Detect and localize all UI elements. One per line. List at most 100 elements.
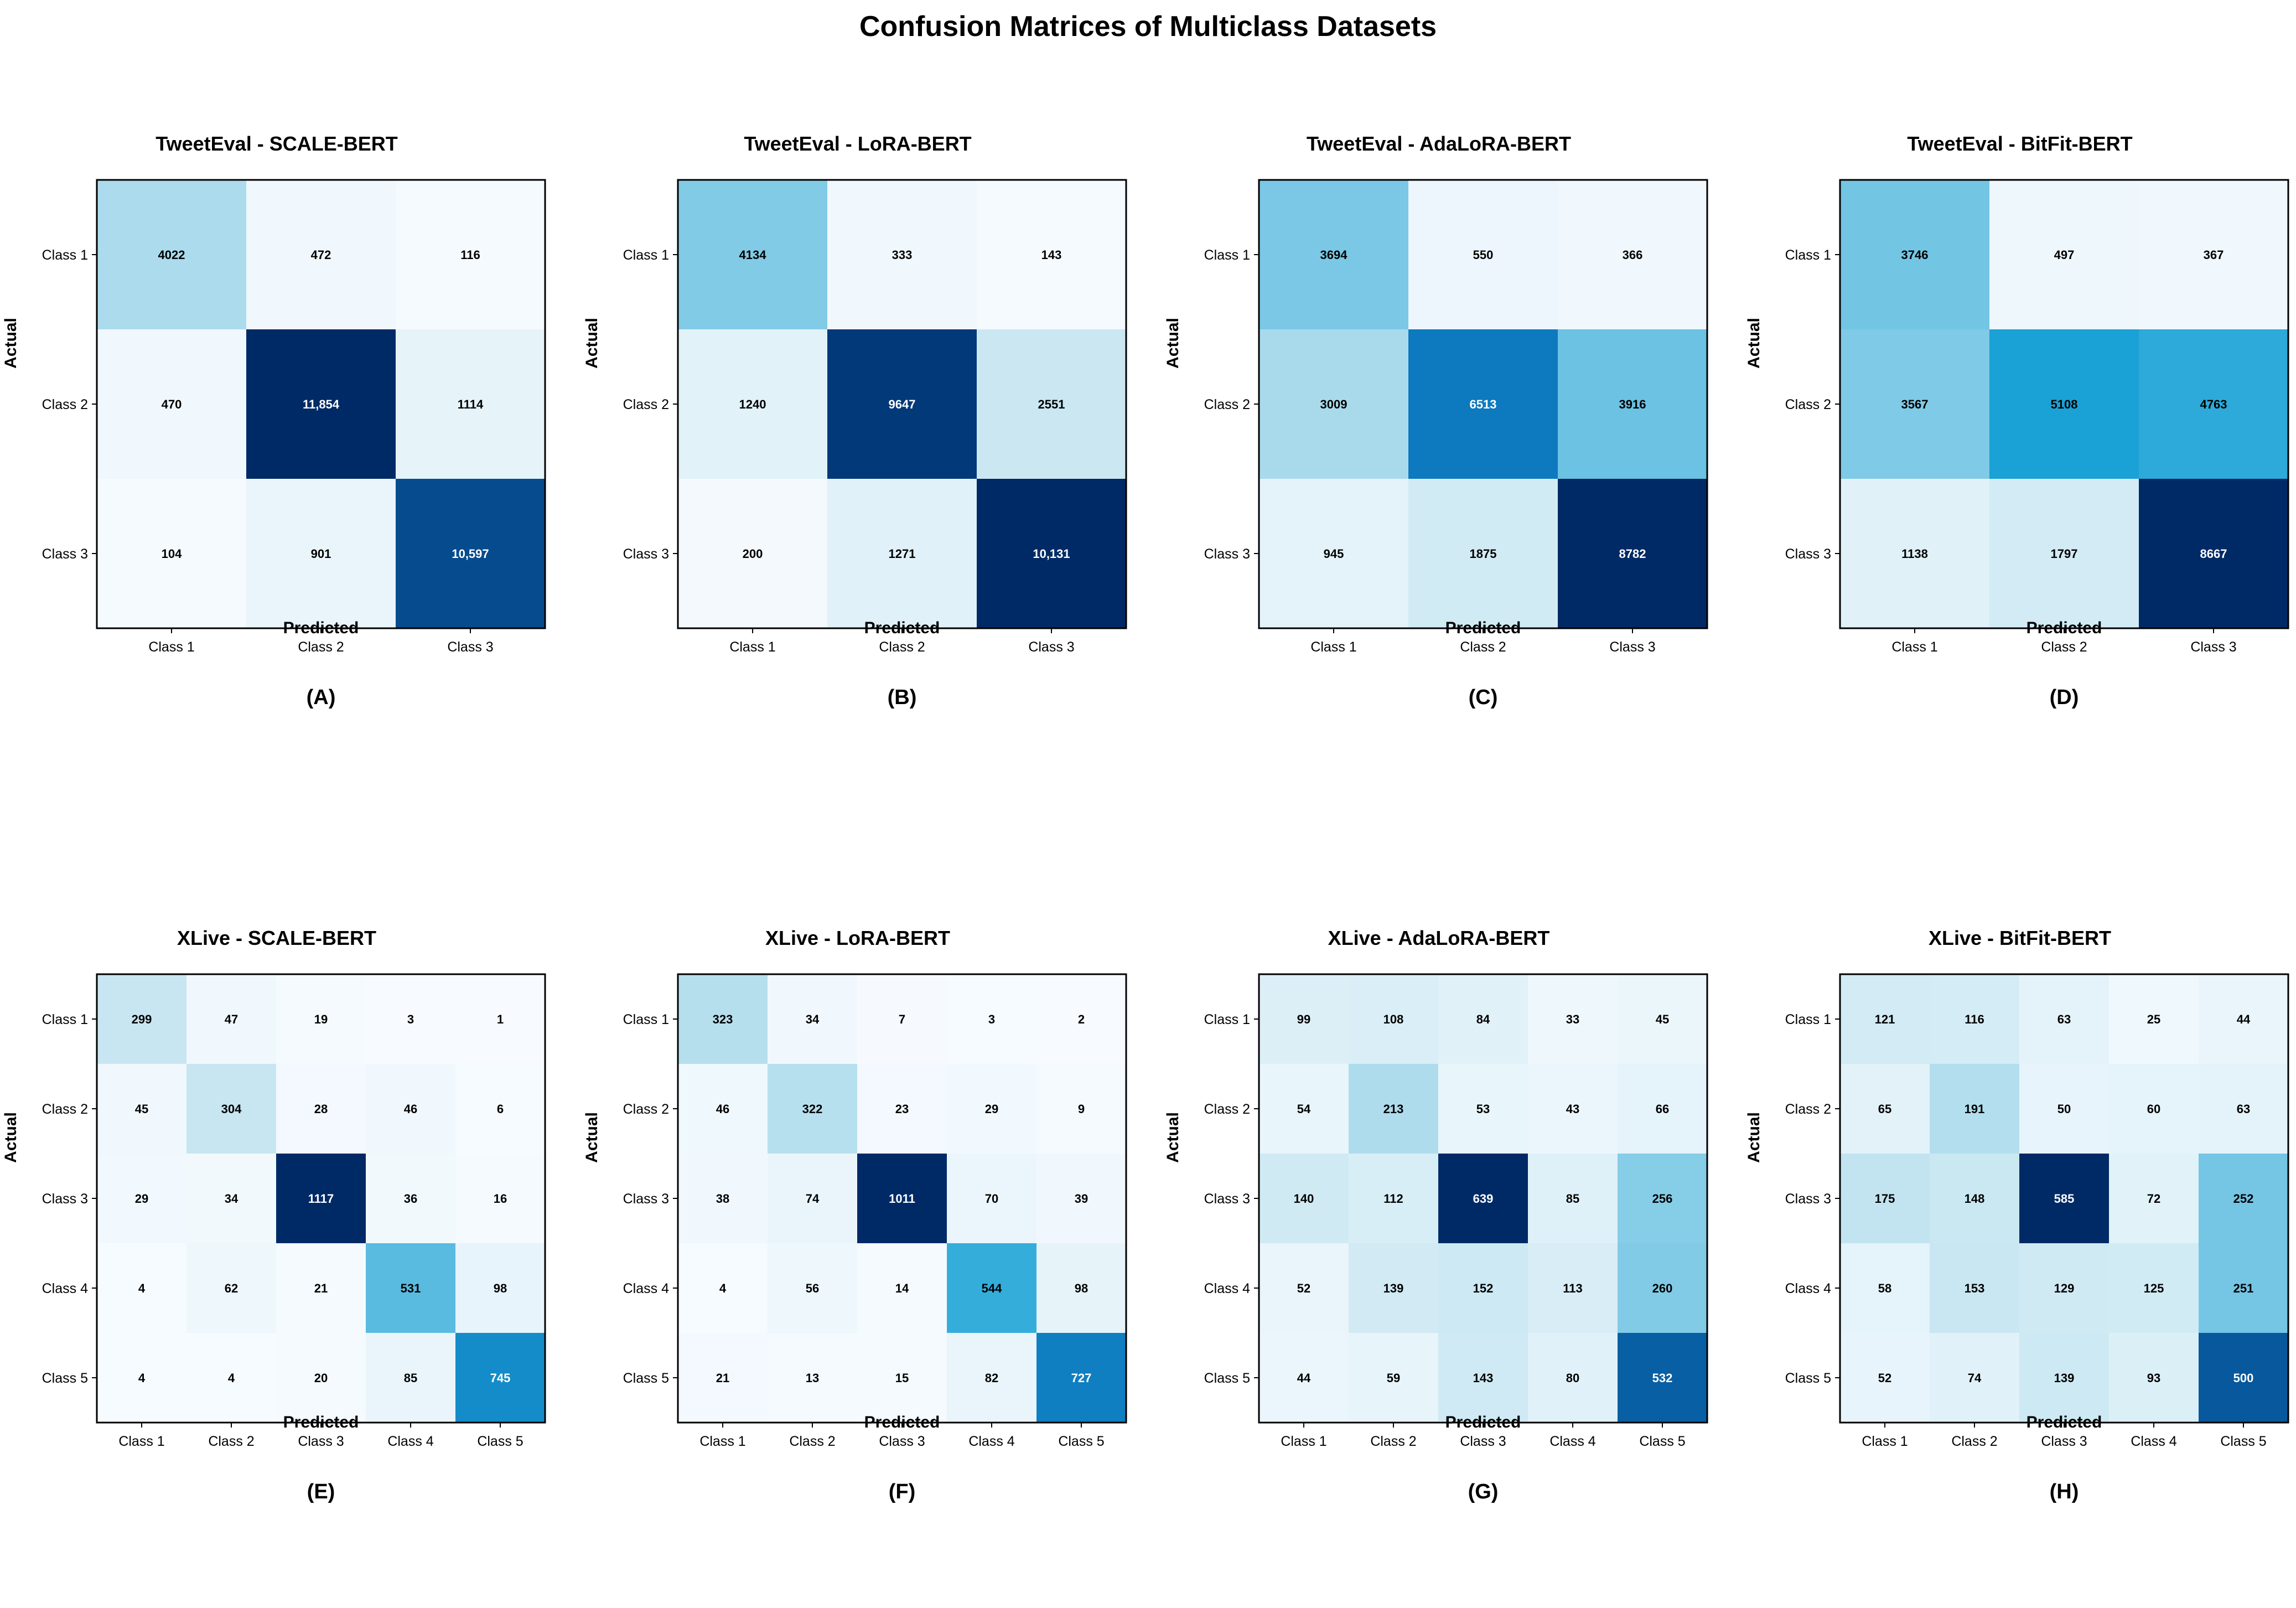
cell-value-label: 213 (1383, 1102, 1404, 1116)
cell-value-label: 98 (494, 1281, 507, 1295)
panel-title: TweetEval - SCALE-BERT (156, 132, 398, 155)
cell-value-label: 46 (716, 1102, 729, 1116)
heatmap-cell (97, 329, 247, 479)
cell-value-label: 116 (1965, 1012, 1984, 1026)
panel-letter: (E) (307, 1480, 335, 1503)
y-tick-label: Class 2 (623, 397, 669, 412)
heatmap-cell (678, 1333, 768, 1423)
heatmap-cell (1408, 180, 1558, 330)
heatmap-cell (366, 1064, 456, 1154)
cell-value-label: 323 (713, 1012, 733, 1026)
cell-value-label: 74 (1968, 1371, 1982, 1385)
cell-value-label: 29 (135, 1192, 148, 1206)
heatmap-cell (1349, 974, 1439, 1064)
heatmap-cell (186, 1154, 277, 1244)
cell-value-label: 6 (497, 1102, 504, 1116)
cell-value-label: 21 (716, 1371, 729, 1385)
panel-title: TweetEval - AdaLoRA-BERT (1306, 132, 1572, 155)
y-tick-label: Class 4 (1204, 1281, 1250, 1296)
y-tick-label: Class 1 (42, 1012, 88, 1027)
y-tick-label: Class 3 (1204, 1191, 1250, 1207)
heatmap-cell (276, 1064, 366, 1154)
x-axis-label: Predicted (2026, 1413, 2102, 1431)
cell-value-label: 367 (2204, 248, 2224, 262)
x-tick-label: Class 1 (729, 639, 775, 655)
x-tick-label: Class 4 (968, 1434, 1014, 1449)
cell-value-label: 25 (2147, 1012, 2160, 1026)
cell-value-label: 2 (1078, 1012, 1085, 1026)
cell-value-label: 54 (1297, 1102, 1311, 1116)
heatmap-cell (97, 479, 247, 629)
x-tick-label: Class 5 (1639, 1434, 1685, 1449)
heatmap-cell (246, 479, 396, 629)
x-tick-label: Class 2 (208, 1434, 254, 1449)
cell-value-label: 9647 (889, 397, 916, 411)
y-tick-label: Class 3 (42, 1191, 88, 1207)
x-tick-label: Class 1 (1862, 1434, 1908, 1449)
cell-value-label: 50 (2057, 1102, 2071, 1116)
y-tick-label: Class 3 (1785, 1191, 1831, 1207)
heatmap-cell (1618, 1154, 1708, 1244)
cell-value-label: 66 (1656, 1102, 1669, 1116)
heatmap-cell (947, 1243, 1037, 1333)
panel-letter: (D) (2049, 686, 2079, 709)
heatmap-cell (1840, 1333, 1930, 1423)
heatmap-cell (366, 974, 456, 1064)
x-tick-label: Class 2 (1460, 639, 1506, 655)
y-tick-label: Class 4 (1785, 1281, 1831, 1296)
heatmap-cell (678, 1243, 768, 1333)
heatmap-cell (1840, 479, 1990, 629)
cell-value-label: 3746 (1901, 248, 1929, 262)
y-tick-label: Class 2 (623, 1102, 669, 1117)
heatmap-cell (2019, 1154, 2110, 1244)
cell-value-label: 1797 (2051, 547, 2078, 561)
cell-value-label: 4134 (739, 248, 767, 262)
cell-value-label: 200 (743, 547, 763, 561)
heatmap-cell (1349, 1243, 1439, 1333)
cell-value-label: 70 (985, 1192, 998, 1206)
heatmap-cell (186, 974, 277, 1064)
heatmap-cell (857, 1154, 947, 1244)
x-tick-label: Class 5 (1058, 1434, 1104, 1449)
heatmap: 299 47 19 3 1 45 304 28 46 6 29 34 1117 36 16 4 62 21 531 9… (42, 973, 546, 1449)
heatmap-cell (827, 180, 977, 330)
panel-title: TweetEval - LoRA-BERT (744, 132, 972, 155)
heatmap-cell (2019, 974, 2110, 1064)
heatmap-cell (678, 1154, 768, 1244)
heatmap-cell (1618, 1243, 1708, 1333)
heatmap-cell (2109, 1154, 2199, 1244)
cell-value-label: 28 (314, 1102, 328, 1116)
cell-value-label: 44 (1297, 1371, 1311, 1385)
cell-value-label: 500 (2233, 1371, 2254, 1385)
cell-value-label: 3 (988, 1012, 995, 1026)
heatmap-cell (2019, 1333, 2110, 1423)
cell-value-label: 60 (2147, 1102, 2160, 1116)
cell-value-label: 39 (1075, 1192, 1088, 1206)
cell-value-label: 6513 (1470, 397, 1497, 411)
cell-value-label: 175 (1875, 1192, 1895, 1206)
y-axis-label: Actual (2, 1112, 20, 1163)
x-tick-label: Class 2 (2041, 639, 2087, 655)
cell-value-label: 58 (1878, 1281, 1891, 1295)
cell-value-label: 497 (2054, 248, 2075, 262)
x-tick-label: Class 1 (148, 639, 194, 655)
panel-a: TweetEval - SCALE-BERT 4022 472 116 470 11,8… (0, 127, 553, 814)
cell-value-label: 19 (314, 1012, 328, 1026)
cell-value-label: 108 (1383, 1012, 1404, 1026)
cell-value-label: 116 (460, 248, 480, 262)
heatmap-cell (1438, 1243, 1528, 1333)
heatmap-cell (2019, 1064, 2110, 1154)
cell-value-label: 143 (1041, 248, 1062, 262)
heatmap: 3746 497 367 3567 5108 4763 1138 1797 8667 Class … (1785, 179, 2289, 655)
heatmap-cell (276, 1154, 366, 1244)
cell-value-label: 639 (1473, 1192, 1494, 1206)
cell-value-label: 82 (985, 1371, 998, 1385)
x-tick-label: Class 1 (1281, 1434, 1326, 1449)
heatmap-cell (1930, 1064, 2020, 1154)
cell-value-label: 4 (719, 1281, 727, 1295)
heatmap-cell (1259, 329, 1409, 479)
x-tick-label: Class 3 (2041, 1434, 2087, 1449)
cell-value-label: 33 (1566, 1012, 1579, 1026)
x-tick-label: Class 4 (1549, 1434, 1595, 1449)
x-tick-label: Class 1 (1891, 639, 1937, 655)
